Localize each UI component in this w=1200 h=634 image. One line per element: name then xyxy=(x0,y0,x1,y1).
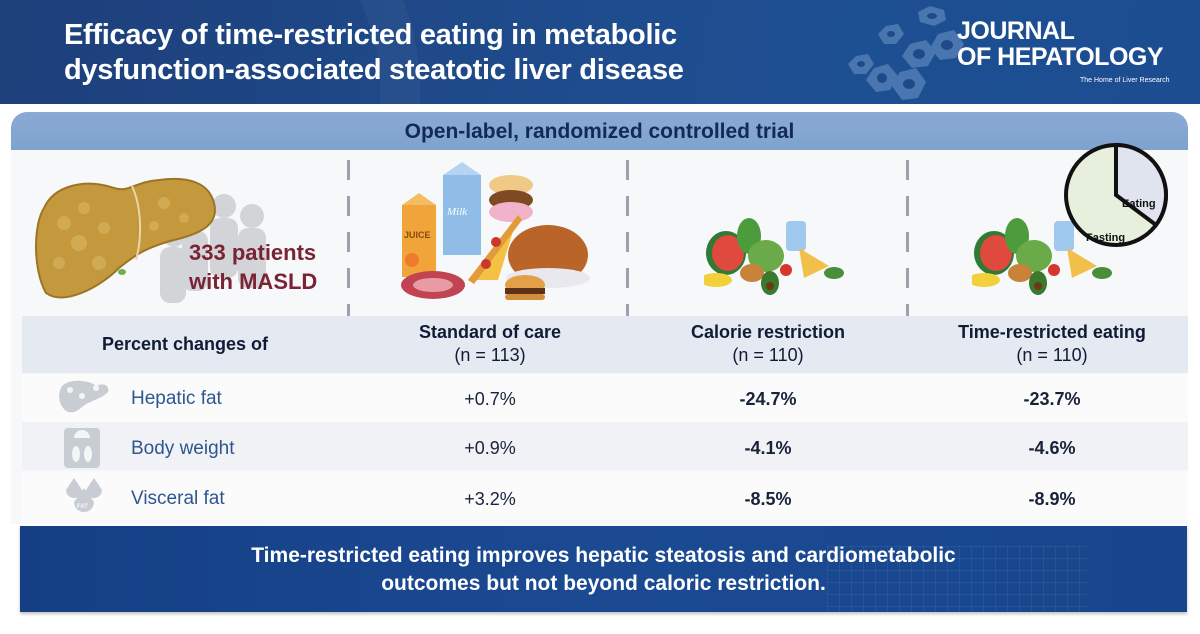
pizza-slice-icon xyxy=(468,215,522,284)
header: Efficacy of time-restricted eating in me… xyxy=(0,0,1200,340)
patient-count: 333 patients xyxy=(189,240,317,265)
group-name: Calorie restriction xyxy=(690,322,846,342)
svg-text:JUICE: JUICE xyxy=(404,230,431,240)
group-sample-size: (n = 110) xyxy=(732,345,804,365)
journal-name-line-2: OF HEPATOLOGY xyxy=(957,43,1164,71)
value-cell: +3.2% xyxy=(464,489,516,509)
value-cell: -8.9% xyxy=(1028,489,1076,509)
value-cell: -23.7% xyxy=(1023,389,1081,409)
group-sample-size: (n = 110) xyxy=(1016,345,1088,365)
table-header-band xyxy=(22,316,1188,373)
group-header-standard-of-care: Standard of care (n = 113) xyxy=(380,321,600,367)
journal-hexagon-logo-icon xyxy=(848,6,964,100)
trial-design-label: Open-label, randomized controlled trial xyxy=(404,120,795,143)
value-cell: +0.7% xyxy=(464,389,516,409)
group-name: Time-restricted eating xyxy=(958,322,1146,342)
value-cell: -4.1% xyxy=(744,438,792,458)
row-label-body-weight: Body weight xyxy=(131,438,235,459)
fatty-liver-icon xyxy=(35,177,216,299)
title-line-1: Efficacy of time-restricted eating in me… xyxy=(64,19,677,51)
table-row xyxy=(22,422,1188,470)
condition-label: with MASLD xyxy=(189,269,318,294)
title-line-2: dysfunction-associated steatotic liver d… xyxy=(64,54,684,86)
journal-tagline: The Home of Liver Research xyxy=(1080,77,1170,84)
liver-and-people-illustration xyxy=(35,177,266,303)
donut-icon xyxy=(489,175,533,222)
group-header-time-restricted-eating: Time-restricted eating (n = 110) xyxy=(932,321,1172,367)
group-name: Standard of care xyxy=(418,322,562,342)
page-title: Efficacy of time-restricted eating in me… xyxy=(64,18,684,88)
junk-food-illustration: Milk JUICE xyxy=(401,162,590,300)
row-label-visceral-fat: Visceral fat xyxy=(131,488,225,509)
population-label: 333 patients with MASLD xyxy=(189,238,317,296)
value-cell: +0.9% xyxy=(464,438,516,458)
journal-name-line-1: JOURNAL xyxy=(957,17,1075,45)
table-row xyxy=(22,472,1188,520)
liver-icon xyxy=(59,380,109,413)
steak-icon xyxy=(401,271,465,299)
group-header-calorie-restriction: Calorie restriction (n = 110) xyxy=(658,321,878,367)
table-row xyxy=(22,374,1188,422)
eating-label: Eating xyxy=(1122,198,1156,210)
conclusion-line-2: outcomes but not beyond caloric restrict… xyxy=(381,572,826,595)
healthy-food-illustration xyxy=(704,218,844,295)
journal-logo-text: JOURNAL OF HEPATOLOGY xyxy=(957,17,1164,71)
group-sample-size: (n = 113) xyxy=(454,345,526,365)
row-label-hepatic-fat: Hepatic fat xyxy=(131,388,222,409)
decorative-grid xyxy=(827,546,1087,612)
value-cell: -8.5% xyxy=(744,489,792,509)
burger-icon xyxy=(505,275,545,300)
conclusion-banner: Time-restricted eating improves hepatic … xyxy=(20,526,1187,612)
conclusion-text: Time-restricted eating improves hepatic … xyxy=(20,542,1187,598)
juice-carton-icon: JUICE xyxy=(402,193,436,277)
fat-drops-icon: FAT xyxy=(66,478,102,512)
svg-text:Milk: Milk xyxy=(446,206,468,218)
svg-text:FAT: FAT xyxy=(77,504,88,510)
scale-icon xyxy=(64,428,100,468)
fasting-label: Fasting xyxy=(1086,232,1125,244)
conclusion-line-1: Time-restricted eating improves hepatic … xyxy=(251,544,956,567)
milk-carton-icon: Milk xyxy=(443,162,481,255)
row-header-label: Percent changes of xyxy=(101,334,269,354)
value-cell: -4.6% xyxy=(1028,438,1076,458)
value-cell: -24.7% xyxy=(739,389,797,409)
eating-fasting-clock-icon: Eating Fasting xyxy=(1064,142,1168,247)
trial-design-banner: Open-label, randomized controlled trial xyxy=(11,112,1188,150)
healthy-food-illustration-tre xyxy=(972,218,1112,295)
